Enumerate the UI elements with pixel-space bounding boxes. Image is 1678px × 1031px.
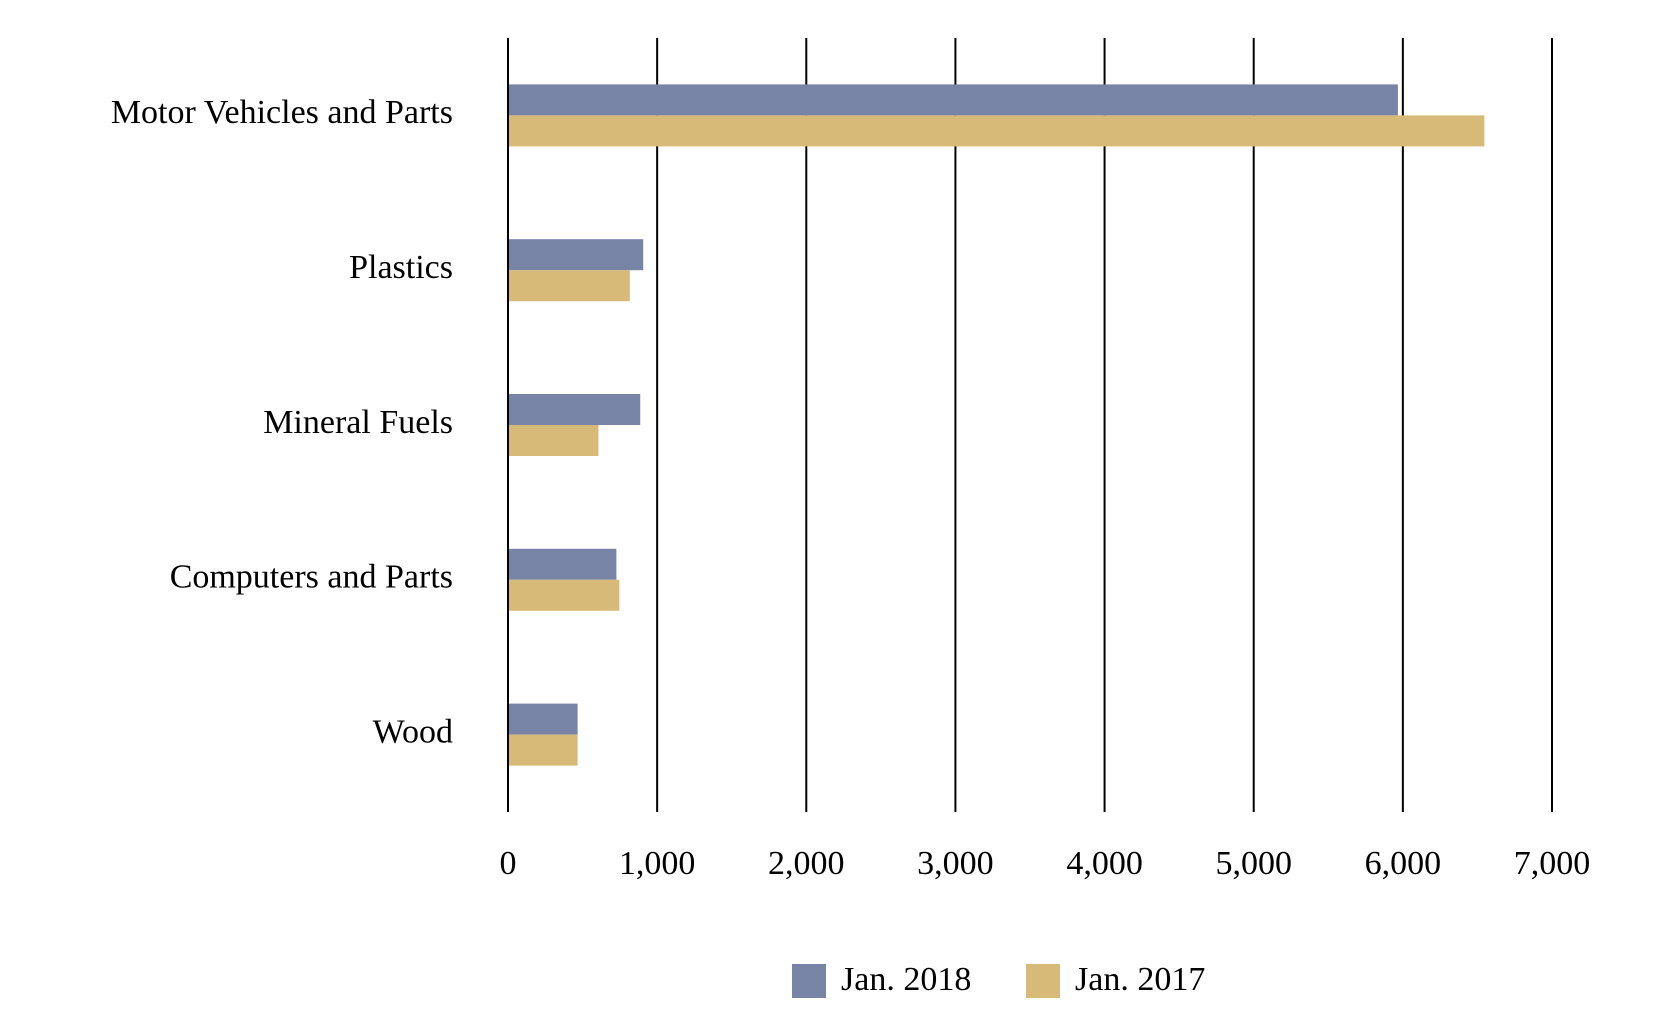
x-tick-label: 0 xyxy=(500,845,517,882)
bar xyxy=(509,703,578,735)
x-tick-label: 4,000 xyxy=(1066,845,1143,882)
y-tick-label: Mineral Fuels xyxy=(263,404,453,441)
bar xyxy=(509,394,641,425)
x-tick-label: 2,000 xyxy=(768,845,845,882)
y-tick-label: Computers and Parts xyxy=(170,559,453,596)
bar xyxy=(509,734,578,766)
bar xyxy=(509,84,1398,116)
bar xyxy=(509,270,630,302)
legend-swatch xyxy=(1026,964,1060,998)
y-tick-label: Motor Vehicles and Parts xyxy=(111,94,453,131)
bar xyxy=(509,239,644,271)
x-tick-label: 6,000 xyxy=(1365,845,1442,882)
bar xyxy=(509,548,617,580)
legend-label: Jan. 2018 xyxy=(841,961,971,998)
x-tick-label: 5,000 xyxy=(1215,845,1292,882)
x-tick-label: 1,000 xyxy=(619,845,696,882)
legend-swatch xyxy=(792,964,826,998)
bar xyxy=(509,425,599,456)
bar xyxy=(509,115,1485,147)
x-tick-label: 3,000 xyxy=(917,845,994,882)
bar xyxy=(509,579,620,611)
legend-label: Jan. 2017 xyxy=(1075,961,1205,998)
x-tick-label: 7,000 xyxy=(1514,845,1591,882)
y-tick-label: Wood xyxy=(373,713,453,750)
y-tick-label: Plastics xyxy=(349,249,453,286)
